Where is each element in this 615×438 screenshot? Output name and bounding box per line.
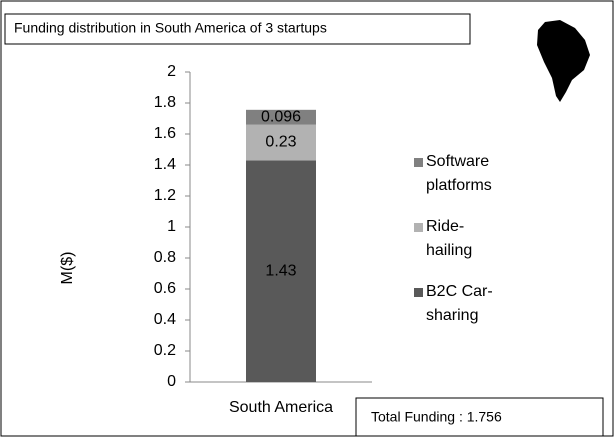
legend-entry: Ride-hailing <box>410 215 506 263</box>
data-label: 0.096 <box>261 108 301 125</box>
y-tick-label: 1 <box>167 218 176 235</box>
legend: Software platforms Ride-hailing B2C Car-sh… <box>410 150 510 345</box>
x-tick-label: South America <box>229 399 333 416</box>
bar-segment <box>246 160 316 382</box>
legend-entry: Software platforms <box>410 150 506 198</box>
chart-title: Funding distribution in South America of… <box>14 20 327 36</box>
y-tick-label: 1.6 <box>154 125 176 142</box>
legend-swatch <box>414 288 423 297</box>
legend-swatch <box>414 223 423 232</box>
y-tick-label: 0 <box>167 373 176 390</box>
map-icon <box>537 20 590 102</box>
bar-segment <box>246 109 316 125</box>
y-tick-label: 1.2 <box>154 187 176 204</box>
legend-entry: B2C Car-sharing <box>410 280 506 328</box>
annotation: Total Funding : 1.756 <box>371 409 502 425</box>
y-tick-label: 0.2 <box>154 342 176 359</box>
y-tick-label: 0.4 <box>154 311 176 328</box>
data-label: 1.43 <box>265 262 296 279</box>
y-tick-label: 1.8 <box>154 94 176 111</box>
data-label: 0.23 <box>265 134 296 151</box>
y-tick-label: 1.4 <box>154 156 176 173</box>
y-axis-label: M($) <box>59 252 76 285</box>
annotation-box <box>355 397 604 437</box>
y-tick-label: 2 <box>167 63 176 80</box>
title-box <box>4 13 471 45</box>
legend-label: B2C Car-sharing <box>426 283 493 324</box>
legend-swatch <box>414 158 423 167</box>
legend-label: Ride-hailing <box>426 218 473 259</box>
legend-label: Software platforms <box>426 153 492 194</box>
y-tick-label: 0.6 <box>154 280 176 297</box>
y-tick-label: 0.8 <box>154 249 176 266</box>
bar-segment <box>246 124 316 161</box>
